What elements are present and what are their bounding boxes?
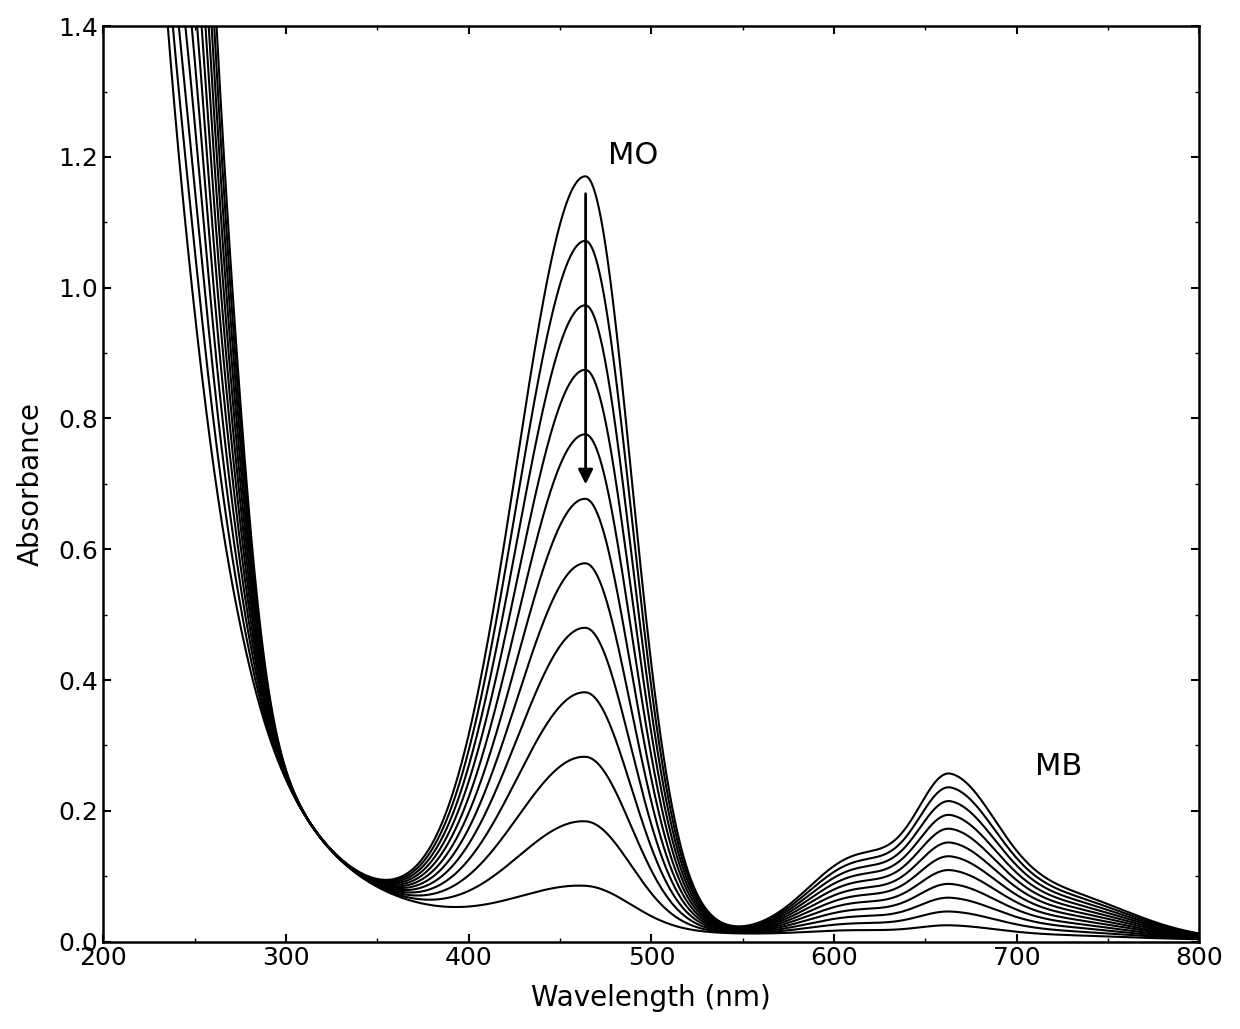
- Text: MO: MO: [608, 141, 658, 170]
- Y-axis label: Absorbance: Absorbance: [16, 402, 45, 566]
- X-axis label: Wavelength (nm): Wavelength (nm): [532, 985, 771, 1013]
- Text: MB: MB: [1035, 752, 1083, 781]
